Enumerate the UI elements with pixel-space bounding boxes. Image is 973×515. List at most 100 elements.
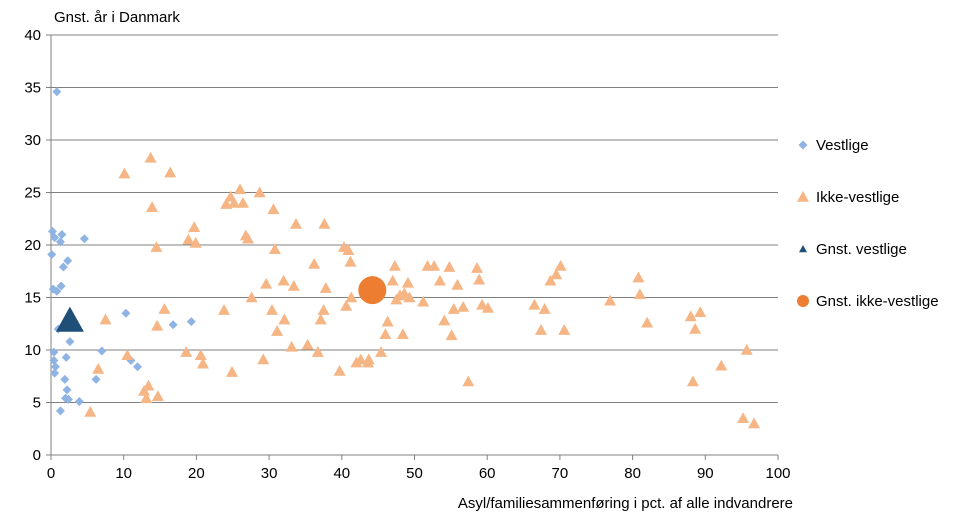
point-ikke-vestlige (289, 218, 302, 229)
point-ikke-vestlige (438, 314, 451, 326)
point-ikke-vestlige (151, 390, 164, 401)
point-ikke-vestlige (641, 316, 654, 328)
point-ikke-vestlige (632, 271, 645, 283)
axes (50, 35, 778, 456)
point-ikke-vestlige (350, 356, 363, 368)
point-vestlige (79, 234, 89, 244)
point-ikke-vestlige (447, 303, 460, 314)
point-ikke-vestlige (443, 261, 456, 272)
point-ikke-vestlige (287, 279, 300, 291)
point-ikke-vestlige (471, 262, 484, 273)
point-ikke-vestlige (314, 313, 327, 325)
legend-marker-gnst-ikke-vestlige (797, 295, 809, 307)
point-ikke-vestlige (445, 329, 458, 341)
point-ikke-vestlige (84, 405, 97, 417)
point-ikke-vestlige (333, 365, 346, 376)
point-ikke-vestlige (344, 255, 357, 267)
point-ikke-vestlige (151, 319, 164, 331)
point-ikke-vestlige (684, 310, 697, 322)
point-ikke-vestlige (550, 268, 563, 280)
x-tick-label: 20 (188, 465, 205, 482)
point-ikke-vestlige (558, 324, 571, 335)
point-vestlige (97, 346, 107, 356)
x-tick-label: 10 (115, 465, 132, 482)
point-ikke-vestlige (740, 344, 753, 355)
point-ikke-vestlige (257, 353, 270, 365)
point-ikke-vestlige (188, 221, 201, 232)
point-vestlige (58, 262, 68, 272)
y-tick-labels: 0 5 10 15 20 25 30 35 40 (24, 27, 41, 464)
point-ikke-vestlige (121, 349, 134, 361)
gridlines (46, 34, 779, 460)
point-ikke-vestlige (194, 349, 207, 361)
point-ikke-vestlige (534, 324, 547, 335)
point-ikke-vestlige (99, 313, 112, 325)
point-ikke-vestlige (451, 278, 464, 290)
legend-label-gnst-vestlige: Gnst. vestlige (816, 241, 907, 258)
x-tick-label: 100 (765, 465, 790, 482)
point-ikke-vestlige (342, 244, 355, 256)
point-ikke-vestlige (462, 375, 475, 387)
point-ikke-vestlige (403, 291, 416, 303)
point-ikke-vestlige (226, 366, 239, 377)
legend-marker-vestlige (798, 140, 808, 150)
point-vestlige (49, 347, 59, 357)
y-tick-label: 5 (33, 395, 41, 412)
data-points (47, 87, 761, 429)
point-ikke-vestlige (260, 277, 273, 289)
point-vestlige (47, 249, 57, 259)
x-tick-label: 70 (552, 465, 569, 482)
point-vestlige (74, 396, 84, 406)
point-vestlige (50, 233, 60, 243)
point-vestlige (56, 281, 66, 291)
point-vestlige (91, 374, 101, 384)
point-vestlige (62, 385, 72, 395)
point-vestlige (57, 230, 67, 239)
point-gnst-vestlige (55, 306, 84, 332)
point-ikke-vestlige (285, 340, 298, 352)
x-tick-label: 90 (697, 465, 714, 482)
point-ikke-vestlige (375, 346, 388, 357)
point-ikke-vestlige (428, 260, 441, 271)
point-ikke-vestlige (318, 218, 331, 229)
point-vestlige (52, 87, 62, 97)
point-ikke-vestlige (317, 304, 330, 315)
point-ikke-vestlige (481, 302, 494, 313)
point-vestlige (63, 394, 73, 404)
x-tick-label: 50 (406, 465, 423, 482)
point-ikke-vestlige (401, 276, 414, 288)
point-ikke-vestlige (544, 274, 557, 286)
point-ikke-vestlige (528, 298, 541, 310)
point-ikke-vestlige (234, 183, 247, 195)
point-vestlige (63, 256, 73, 266)
point-vestlige (133, 362, 143, 372)
point-ikke-vestlige (182, 233, 195, 245)
point-vestlige (50, 368, 60, 378)
point-ikke-vestlige (386, 274, 399, 286)
y-tick-label: 20 (24, 237, 41, 254)
y-tick-label: 30 (24, 132, 41, 149)
point-vestlige (186, 317, 196, 327)
point-ikke-vestlige (604, 294, 617, 306)
point-ikke-vestlige (268, 243, 281, 254)
y-axis-title: Gnst. år i Danmark (54, 9, 180, 26)
point-ikke-vestlige (196, 357, 209, 369)
x-tick-label: 40 (333, 465, 350, 482)
point-ikke-vestlige (142, 379, 155, 391)
point-ikke-vestlige (301, 338, 314, 350)
point-ikke-vestlige (417, 295, 430, 307)
point-ikke-vestlige (319, 282, 332, 293)
point-ikke-vestlige (686, 375, 699, 387)
point-ikke-vestlige (150, 241, 163, 252)
point-ikke-vestlige (164, 166, 177, 178)
point-ikke-vestlige (538, 303, 551, 314)
legend: Vestlige Ikke-vestlige Gnst. vestlige Gnst.… (797, 137, 939, 310)
y-tick-label: 15 (24, 290, 41, 307)
point-ikke-vestlige (433, 274, 446, 286)
x-tick-label: 80 (624, 465, 641, 482)
point-vestlige (50, 362, 60, 372)
point-vestlige (49, 356, 59, 365)
legend-marker-gnst-vestlige (799, 245, 807, 253)
point-ikke-vestlige (689, 323, 702, 334)
point-vestlige (121, 308, 131, 318)
